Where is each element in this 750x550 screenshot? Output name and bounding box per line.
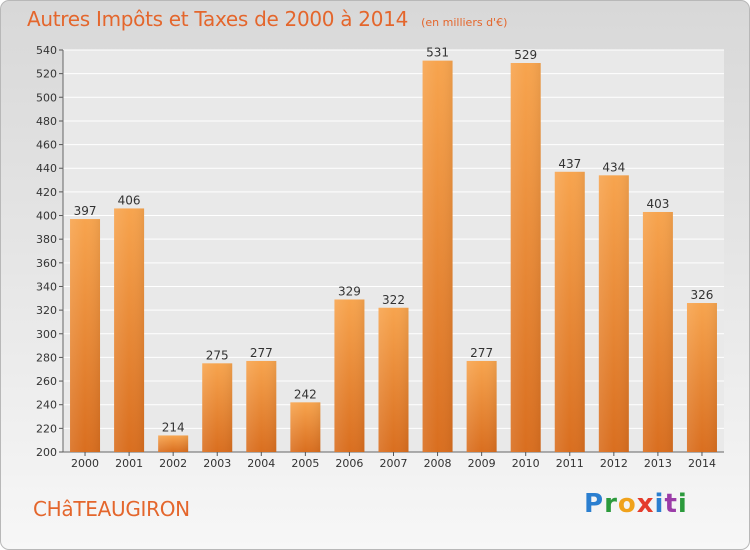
bar-value-label: 326	[691, 288, 714, 302]
y-tick-label: 480	[36, 115, 57, 128]
y-tick-label: 360	[36, 257, 57, 270]
x-tick-label: 2003	[203, 457, 231, 470]
y-tick-label: 520	[36, 68, 57, 81]
y-tick-label: 460	[36, 139, 57, 152]
bar-value-label: 329	[338, 284, 361, 298]
bar-value-label: 242	[294, 387, 317, 401]
bar-value-label: 322	[382, 293, 405, 307]
bar-shading	[70, 219, 101, 452]
logo-letter: x	[636, 489, 655, 519]
logo-letter: t	[664, 489, 678, 519]
x-tick-label: 2013	[644, 457, 672, 470]
x-tick-label: 2007	[380, 457, 408, 470]
x-tick-label: 2000	[71, 457, 99, 470]
x-tick-label: 2006	[335, 457, 363, 470]
bar-shading	[202, 363, 233, 452]
x-tick-label: 2010	[512, 457, 540, 470]
bar-value-label: 277	[470, 346, 493, 360]
bar-shading	[246, 360, 277, 452]
y-tick-label: 380	[36, 233, 57, 246]
bar-shading	[158, 435, 189, 452]
bar-value-label: 397	[74, 204, 97, 218]
x-tick-label: 2005	[291, 457, 319, 470]
logo-letter: r	[604, 489, 618, 519]
logo-letter: P	[584, 489, 605, 519]
bar-value-label: 434	[602, 160, 625, 174]
bar-shading	[422, 60, 453, 453]
bar-shading	[466, 360, 497, 452]
x-tick-label: 2009	[468, 457, 496, 470]
x-tick-label: 2014	[688, 457, 716, 470]
bar-shading	[510, 63, 541, 452]
proxiti-logo: Proxiti	[584, 489, 688, 519]
logo-letter: i	[654, 489, 665, 519]
x-tick-label: 2012	[600, 457, 628, 470]
y-tick-label: 320	[36, 304, 57, 317]
bar-value-label: 403	[646, 197, 669, 211]
bar-shading	[642, 211, 673, 452]
y-tick-label: 280	[36, 351, 57, 364]
y-tick-label: 540	[36, 44, 57, 57]
x-tick-label: 2004	[247, 457, 275, 470]
y-tick-label: 300	[36, 328, 57, 341]
logo-letter: o	[617, 489, 637, 519]
y-tick-label: 240	[36, 399, 57, 412]
y-tick-label: 400	[36, 210, 57, 223]
bar-shading	[686, 303, 717, 452]
x-tick-label: 2001	[115, 457, 143, 470]
bar-shading	[554, 171, 585, 452]
y-tick-label: 220	[36, 422, 57, 435]
x-tick-label: 2011	[556, 457, 584, 470]
bar-shading	[114, 208, 145, 452]
bar-value-label: 437	[558, 157, 581, 171]
bar-shading	[334, 299, 365, 452]
bar-shading	[598, 175, 629, 452]
y-tick-label: 420	[36, 186, 57, 199]
bar-value-label: 406	[118, 193, 141, 207]
x-tick-label: 2008	[424, 457, 452, 470]
y-tick-label: 340	[36, 280, 57, 293]
y-tick-label: 500	[36, 91, 57, 104]
bar-shading	[290, 402, 321, 452]
bar-shading	[378, 307, 409, 452]
x-tick-label: 2002	[159, 457, 187, 470]
chart-title: Autres Impôts et Taxes de 2000 à 2014	[27, 7, 408, 31]
chart-subtitle: (en milliers d'€)	[421, 16, 508, 29]
y-tick-label: 260	[36, 375, 57, 388]
plot-area: 200 220 240 260 280 300 320 340 360 380 400 420 440 4…	[36, 44, 724, 470]
y-tick-label: 200	[36, 446, 57, 459]
chart-title-block: Autres Impôts et Taxes de 2000 à 2014 (e…	[27, 7, 507, 31]
bar-value-label: 529	[514, 48, 537, 62]
logo-letter: i	[677, 489, 688, 519]
commune-name: CHâTEAUGIRON	[33, 497, 190, 521]
bar-value-label: 531	[426, 46, 449, 60]
bar-value-label: 214	[162, 420, 185, 434]
y-tick-label: 440	[36, 162, 57, 175]
bar-value-label: 275	[206, 348, 229, 362]
bar-value-label: 277	[250, 346, 273, 360]
